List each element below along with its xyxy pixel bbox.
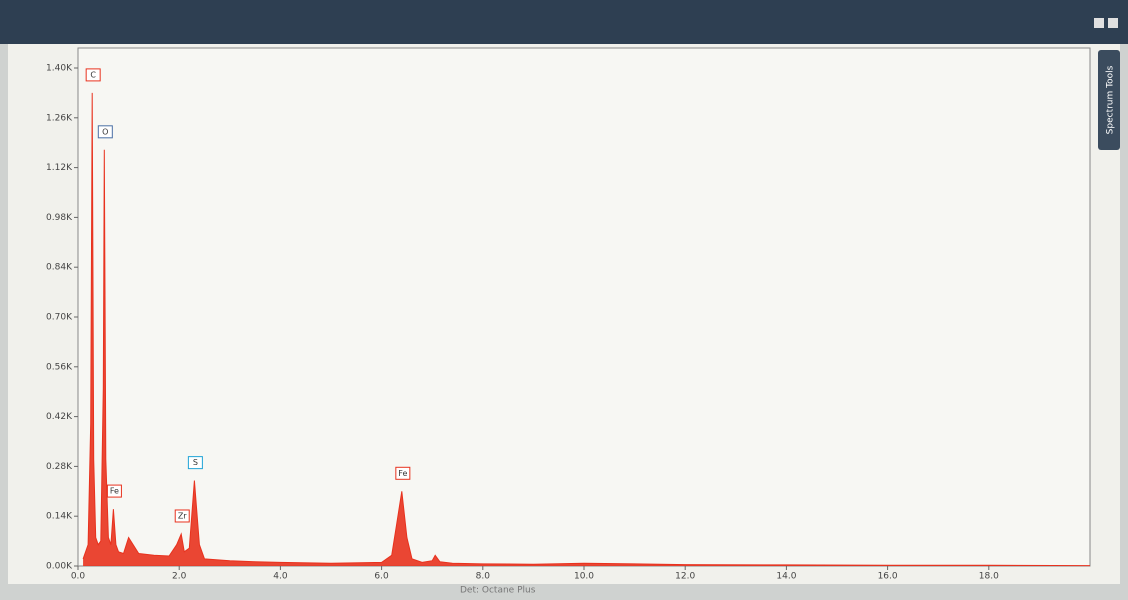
- x-tick-label: 18.0: [979, 572, 999, 582]
- x-tick-label: 12.0: [675, 572, 695, 582]
- page: Spectrum Tools Det: Octane Plus 0.00K 0.1…: [0, 0, 1128, 596]
- peak-label: O: [102, 127, 108, 136]
- status-text: Det: Octane Plus: [460, 586, 536, 596]
- plot: 0.00K 0.14K 0.28K 0.42K 0.56K 0.70K 0.84K 0.98K…: [46, 48, 1090, 582]
- y-tick-label: 0.00K: [46, 562, 73, 572]
- y-tick-label: 0.14K: [46, 512, 73, 522]
- x-tick-label: 14.0: [776, 572, 796, 582]
- side-tab-label: Spectrum Tools: [1106, 65, 1116, 134]
- x-tick-label: 4.0: [273, 572, 288, 582]
- y-tick-label: 0.56K: [46, 362, 73, 372]
- peak-label: C: [90, 70, 96, 79]
- y-tick-label: 0.28K: [46, 462, 73, 472]
- peak-label: Fe: [398, 469, 407, 478]
- window-bar: [0, 0, 1128, 44]
- y-tick-label: 0.42K: [46, 412, 73, 422]
- minimize-button[interactable]: [1094, 18, 1104, 28]
- y-tick-label: 0.98K: [46, 213, 73, 223]
- restore-button[interactable]: [1108, 18, 1118, 28]
- y-tick-label: 0.84K: [46, 263, 73, 273]
- x-tick-label: 2.0: [172, 572, 187, 582]
- y-tick-label: 0.70K: [46, 313, 73, 323]
- peak-label: S: [193, 458, 198, 467]
- screen: Spectrum Tools Det: Octane Plus 0.00K 0.1…: [0, 0, 1128, 596]
- peak-label: Zr: [178, 511, 187, 520]
- y-tick-label: 1.12K: [46, 163, 73, 173]
- peak-label: Fe: [110, 487, 119, 496]
- x-tick-label: 16.0: [878, 572, 898, 582]
- x-tick-label: 10.0: [574, 572, 594, 582]
- x-tick-label: 6.0: [374, 572, 389, 582]
- y-tick-label: 1.26K: [46, 113, 73, 123]
- plot-frame: [78, 48, 1090, 566]
- x-tick-label: 0.0: [71, 572, 86, 582]
- x-tick-label: 8.0: [476, 572, 491, 582]
- y-tick-label: 1.40K: [46, 64, 73, 74]
